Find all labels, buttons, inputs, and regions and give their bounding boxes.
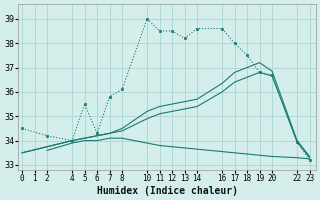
X-axis label: Humidex (Indice chaleur): Humidex (Indice chaleur) xyxy=(97,186,237,196)
